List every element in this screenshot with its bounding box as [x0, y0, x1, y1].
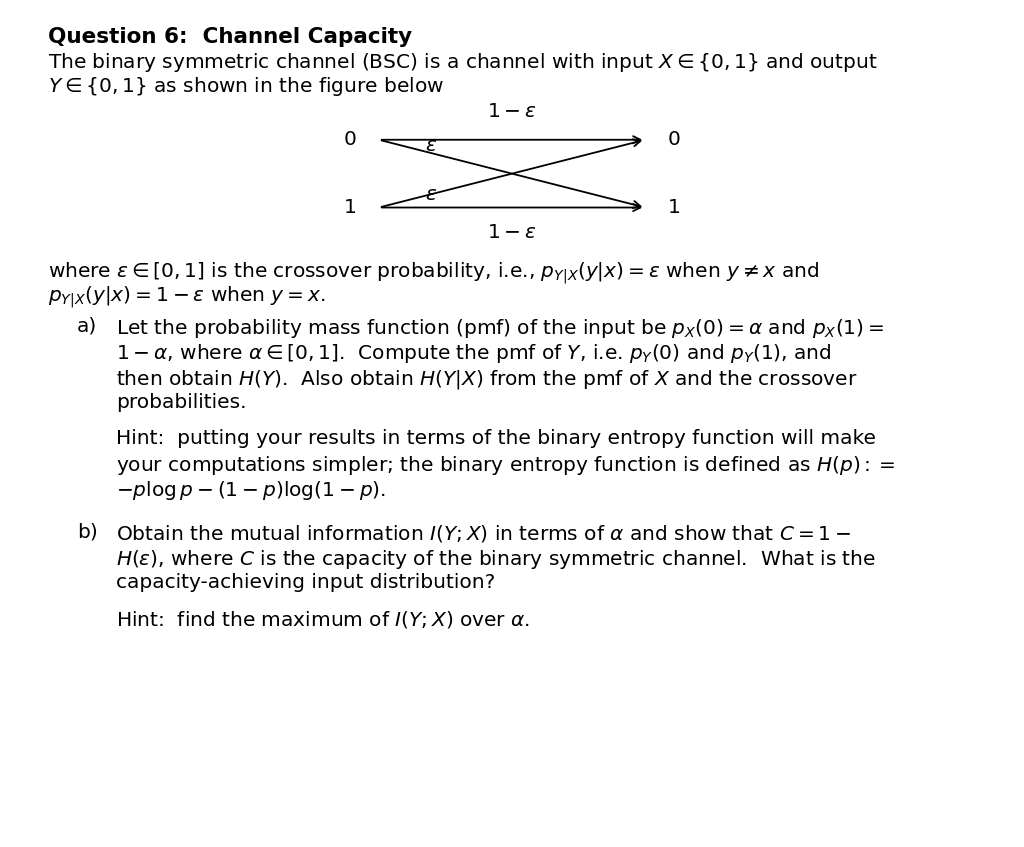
Text: $Y \in \{0, 1\}$ as shown in the figure below: $Y \in \{0, 1\}$ as shown in the figure …: [48, 75, 444, 97]
Text: capacity-achieving input distribution?: capacity-achieving input distribution?: [116, 573, 495, 592]
Text: $1 - \varepsilon$: $1 - \varepsilon$: [487, 223, 537, 241]
Text: Hint:  find the maximum of $I(Y; X)$ over $\alpha$.: Hint: find the maximum of $I(Y; X)$ over…: [116, 609, 529, 630]
Text: The binary symmetric channel (BSC) is a channel with input $X \in \{0, 1\}$ and : The binary symmetric channel (BSC) is a …: [48, 51, 878, 74]
Text: your computations simpler; the binary entropy function is defined as $H(p) :=$: your computations simpler; the binary en…: [116, 454, 895, 477]
Text: Question 6:  Channel Capacity: Question 6: Channel Capacity: [48, 27, 413, 47]
Text: 0: 0: [668, 130, 681, 149]
Text: Hint:  putting your results in terms of the binary entropy function will make: Hint: putting your results in terms of t…: [116, 429, 876, 447]
Text: $-p \log p - (1 - p) \log(1 - p)$.: $-p \log p - (1 - p) \log(1 - p)$.: [116, 479, 386, 502]
Text: 1: 1: [668, 198, 681, 217]
Text: $1 - \alpha$, where $\alpha \in [0, 1]$.  Compute the pmf of $Y$, i.e. $p_Y(0)$ : $1 - \alpha$, where $\alpha \in [0, 1]$.…: [116, 342, 831, 365]
Text: 0: 0: [343, 130, 356, 149]
Text: $p_{Y|X}(y|x) = 1 - \varepsilon$ when $y = x$.: $p_{Y|X}(y|x) = 1 - \varepsilon$ when $y…: [48, 284, 326, 309]
Text: $1 - \varepsilon$: $1 - \varepsilon$: [487, 102, 537, 121]
Text: then obtain $H(Y)$.  Also obtain $H(Y|X)$ from the pmf of $X$ and the crossover: then obtain $H(Y)$. Also obtain $H(Y|X)$…: [116, 368, 857, 390]
Text: Obtain the mutual information $I(Y; X)$ in terms of $\alpha$ and show that $C = : Obtain the mutual information $I(Y; X)$ …: [116, 523, 851, 544]
Text: $\varepsilon$: $\varepsilon$: [425, 185, 437, 204]
Text: a): a): [77, 317, 97, 335]
Text: Let the probability mass function (pmf) of the input be $p_X(0) = \alpha$ and $p: Let the probability mass function (pmf) …: [116, 317, 884, 340]
Text: $H(\varepsilon)$, where $C$ is the capacity of the binary symmetric channel.  Wh: $H(\varepsilon)$, where $C$ is the capac…: [116, 548, 876, 571]
Text: 1: 1: [343, 198, 356, 217]
Text: b): b): [77, 523, 97, 541]
Text: probabilities.: probabilities.: [116, 393, 246, 412]
Text: $\varepsilon$: $\varepsilon$: [425, 136, 437, 155]
Text: where $\varepsilon \in [0, 1]$ is the crossover probability, i.e., $p_{Y|X}(y|x): where $\varepsilon \in [0, 1]$ is the cr…: [48, 260, 819, 285]
